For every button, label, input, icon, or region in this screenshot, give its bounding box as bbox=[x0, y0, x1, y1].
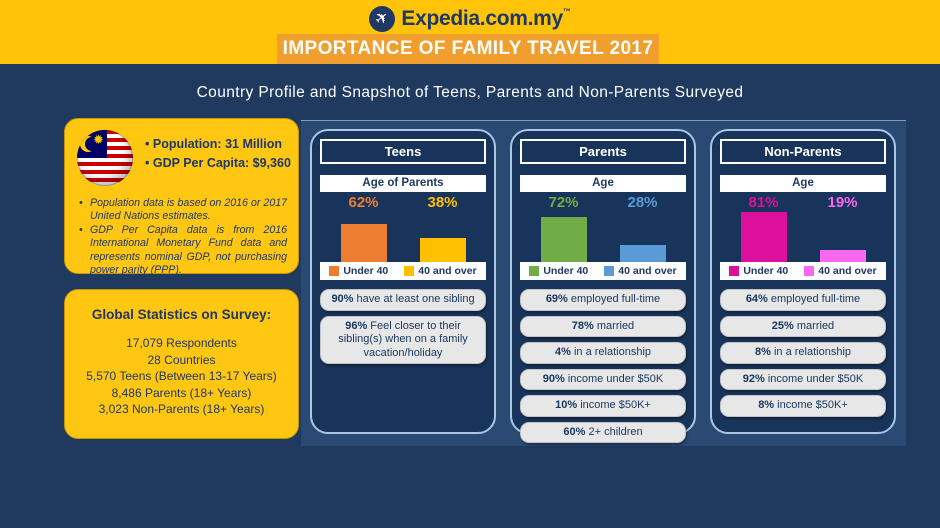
parents-percent-labels: 72% 28% bbox=[512, 194, 694, 212]
bar-40-and-over bbox=[619, 245, 666, 262]
subtitle: Country Profile and Snapshot of Teens, P… bbox=[196, 84, 744, 101]
stat-line: 8,486 Parents (18+ Years) bbox=[111, 385, 252, 400]
legend-swatch bbox=[404, 266, 415, 276]
percent-label: 19% bbox=[827, 194, 858, 211]
stat-row: 25% married bbox=[720, 315, 886, 337]
population-fact: Population: 31 Million bbox=[145, 135, 293, 154]
stat-row: 60% 2+ children bbox=[520, 421, 686, 443]
legend-swatch bbox=[804, 266, 815, 276]
teens-percent-labels: 62% 38% bbox=[312, 194, 494, 212]
header-banner: ✈ Expedia.com.my™ IMPORTANCE OF FAMILY T… bbox=[0, 0, 940, 64]
non-parents-chart-label: Age bbox=[720, 175, 886, 192]
global-stats-lines: 17,079 Respondents 28 Countries 5,570 Te… bbox=[65, 335, 298, 418]
stat-row: 92% income under $50K bbox=[720, 368, 886, 390]
gdp-note: GDP Per Capita data is from 2016 Interna… bbox=[79, 224, 287, 278]
non-parents-stat-rows: 64% employed full-time 25% married 8% in… bbox=[720, 289, 886, 417]
expedia-globe-icon: ✈ bbox=[369, 6, 396, 32]
legend-swatch bbox=[604, 266, 615, 276]
parents-legend: Under 40 40 and over bbox=[520, 262, 686, 280]
brand-name: Expedia.com.my™ bbox=[401, 7, 571, 30]
country-profile-box: ✹ Population: 31 Million GDP Per Capita:… bbox=[64, 118, 299, 277]
stat-line: 28 Countries bbox=[147, 352, 216, 367]
column-card-non-parents: Non-Parents Age 81% 19% Under 40 40 and … bbox=[710, 129, 896, 434]
stat-row: 69% employed full-time bbox=[520, 289, 686, 311]
teens-bar-chart bbox=[312, 212, 494, 262]
percent-label: 62% bbox=[348, 194, 379, 211]
legend-swatch bbox=[329, 266, 340, 276]
parents-bar-chart bbox=[512, 212, 694, 262]
main-title: IMPORTANCE OF FAMILY TRAVEL 2017 bbox=[282, 38, 654, 59]
legend-item: Under 40 bbox=[529, 265, 588, 277]
title-band: IMPORTANCE OF FAMILY TRAVEL 2017 bbox=[277, 34, 659, 64]
parents-header: Parents bbox=[520, 139, 686, 164]
flag-crescent bbox=[80, 136, 99, 152]
legend-item: 40 and over bbox=[404, 265, 477, 277]
legend-item: Under 40 bbox=[729, 265, 788, 277]
population-note: Population data is based on 2016 or 2017… bbox=[79, 197, 287, 224]
percent-label: 81% bbox=[748, 194, 779, 211]
bar-40-and-over bbox=[819, 250, 866, 262]
legend-swatch bbox=[729, 266, 740, 276]
percent-label: 72% bbox=[548, 194, 579, 211]
stat-row: 78% married bbox=[520, 315, 686, 337]
flag-star: ✹ bbox=[93, 132, 104, 147]
legend-item: 40 and over bbox=[604, 265, 677, 277]
malaysia-flag-icon: ✹ bbox=[77, 130, 133, 186]
global-stats-box: Global Statistics on Survey: 17,079 Resp… bbox=[64, 289, 299, 439]
stat-row: 4% in a relationship bbox=[520, 342, 686, 364]
column-card-parents: Parents Age 72% 28% Under 40 40 and over… bbox=[510, 129, 696, 443]
stat-row: 8% income $50K+ bbox=[720, 395, 886, 417]
country-facts: Population: 31 Million GDP Per Capita: $… bbox=[145, 135, 293, 173]
stat-row: 90% income under $50K bbox=[520, 368, 686, 390]
airplane-icon: ✈ bbox=[371, 7, 393, 30]
bar-under-40 bbox=[340, 224, 387, 262]
stat-row: 90% have at least one sibling bbox=[320, 289, 486, 311]
percent-label: 38% bbox=[427, 194, 458, 211]
non-parents-percent-labels: 81% 19% bbox=[712, 194, 894, 212]
stat-row: 10% income $50K+ bbox=[520, 395, 686, 417]
stat-row: 8% in a relationship bbox=[720, 342, 886, 364]
survey-panel: Teens Age of Parents 62% 38% Under 40 40… bbox=[301, 120, 906, 446]
percent-label: 28% bbox=[627, 194, 658, 211]
legend-item: 40 and over bbox=[804, 265, 877, 277]
teens-legend: Under 40 40 and over bbox=[320, 262, 486, 280]
global-stats-title: Global Statistics on Survey: bbox=[91, 307, 272, 322]
parents-chart-label: Age bbox=[520, 175, 686, 192]
teens-chart-label: Age of Parents bbox=[320, 175, 486, 192]
stat-line: 5,570 Teens (Between 13-17 Years) bbox=[86, 369, 277, 383]
teens-stat-rows: 90% have at least one sibling 96% Feel c… bbox=[320, 289, 486, 364]
gdp-fact: GDP Per Capita: $9,360 bbox=[145, 154, 293, 173]
data-source-notes: Population data is based on 2016 or 2017… bbox=[79, 197, 287, 277]
trademark-symbol: ™ bbox=[562, 7, 571, 16]
stat-line: 3,023 Non-Parents (18+ Years) bbox=[98, 402, 265, 416]
expedia-logo: ✈ Expedia.com.my™ bbox=[0, 3, 940, 35]
bar-under-40 bbox=[740, 212, 787, 262]
stat-row: 96% Feel closer to their sibling(s) when… bbox=[320, 315, 486, 364]
teens-header: Teens bbox=[320, 139, 486, 164]
non-parents-header: Non-Parents bbox=[720, 139, 886, 164]
stat-row: 64% employed full-time bbox=[720, 289, 886, 311]
bar-40-and-over bbox=[419, 238, 466, 262]
non-parents-legend: Under 40 40 and over bbox=[720, 262, 886, 280]
bar-under-40 bbox=[540, 217, 587, 262]
column-card-teens: Teens Age of Parents 62% 38% Under 40 40… bbox=[310, 129, 496, 434]
flag-canton: ✹ bbox=[77, 130, 107, 158]
stat-line: 17,079 Respondents bbox=[126, 336, 237, 350]
parents-stat-rows: 69% employed full-time 78% married 4% in… bbox=[520, 289, 686, 443]
non-parents-bar-chart bbox=[712, 212, 894, 262]
legend-swatch bbox=[529, 266, 540, 276]
legend-item: Under 40 bbox=[329, 265, 388, 277]
